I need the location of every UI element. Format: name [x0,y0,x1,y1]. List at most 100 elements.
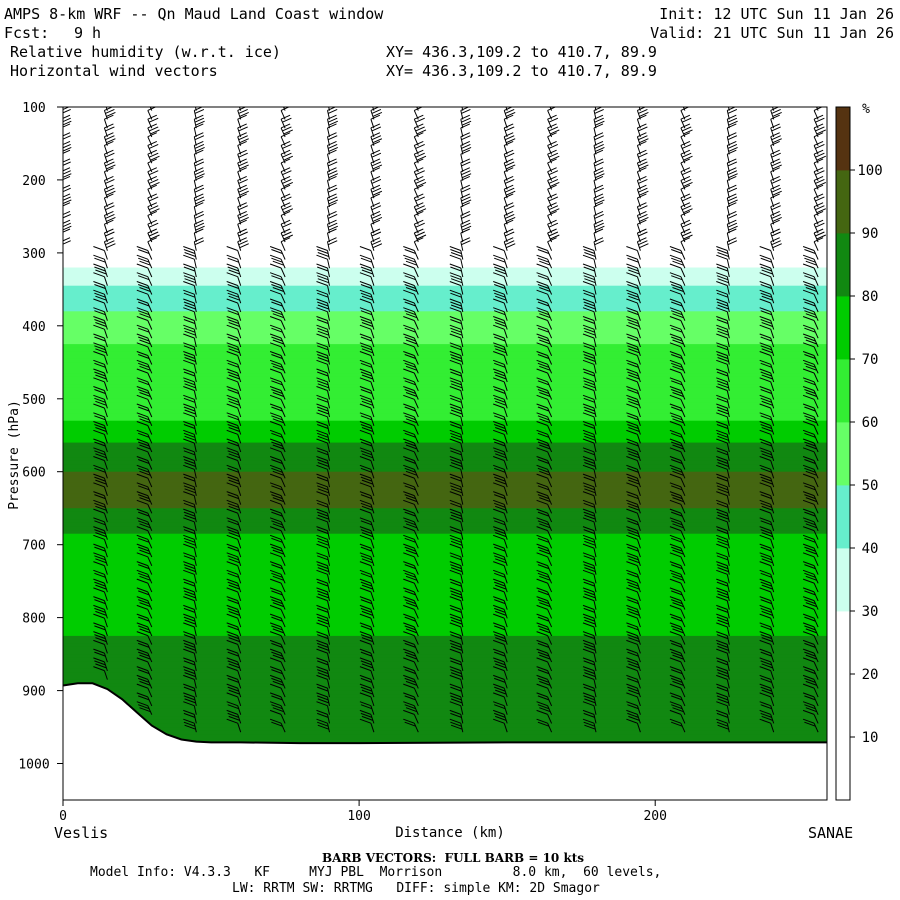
wind-barb [226,421,242,435]
wind-barb [327,210,338,225]
wind-barb [136,622,153,637]
wind-barb [226,648,242,663]
wind-barb [802,298,819,313]
humidity-band [63,267,827,272]
wind-barb [802,718,819,733]
wind-barb [316,298,330,313]
wind-barb [759,543,775,558]
wind-barb [669,351,686,365]
wind-barb [716,421,730,435]
wind-barb [449,246,464,260]
wind-barb [626,578,641,593]
wind-barb [716,517,730,531]
wind-barb [759,648,775,663]
wind-barb [669,578,686,593]
wind-barb [669,438,686,453]
wind-barb [269,394,286,409]
wind-barb [136,333,153,348]
wind-barb [802,648,819,663]
wind-barb [449,281,464,295]
wind-barb [193,237,205,251]
wind-barb [93,666,108,680]
humidity-band [63,387,827,392]
wind-barb [626,359,641,374]
wind-barb [359,622,375,637]
wind-barb [226,333,242,348]
y-axis-label: Pressure (hPa) [7,400,22,510]
wind-barb [63,318,64,321]
wind-barb [536,324,553,339]
wind-barb [582,447,597,461]
wind-barb [269,447,286,462]
wind-barb [802,526,819,540]
wind-barb [403,534,419,549]
wind-barb [359,561,375,575]
wind-barb [93,368,108,383]
wind-barb [63,598,64,601]
humidity-band [63,624,827,630]
wind-barb [449,438,464,453]
wind-barb [582,254,597,269]
humidity-band [63,716,827,721]
wind-barb [493,561,508,575]
wind-barb [582,666,597,680]
humidity-band [63,234,827,239]
wind-barb [716,718,730,733]
wind-barb [449,639,464,654]
wind-barb [449,421,464,435]
wind-barb [626,324,641,339]
wind-barb [269,718,286,733]
wind-barb [669,359,686,374]
wind-barb [626,622,641,637]
humidity-band [63,329,827,334]
humidity-band [63,719,827,724]
wind-barb [493,403,508,418]
wind-barb [183,683,197,698]
wind-barb [147,237,158,251]
wind-barb [759,596,775,610]
wind-barb [226,569,242,584]
wind-barb [582,342,597,356]
wind-barb [536,657,553,672]
wind-barb [669,666,686,680]
wind-barb [359,368,375,383]
wind-barb [183,307,197,321]
wind-barb [626,517,641,531]
wind-barb [63,265,64,269]
wind-barb [226,578,242,593]
wind-barb [802,508,819,523]
wind-barb [536,578,553,593]
wind-barb [226,473,242,488]
wind-barb [493,631,508,645]
wind-barb [359,333,375,348]
wind-barb [582,508,597,523]
wind-barb [183,281,197,295]
wind-barb [269,368,286,383]
wind-barb [136,692,153,707]
wind-barb [449,491,464,505]
wind-barb [403,307,419,321]
wind-barb [359,359,375,374]
humidity-band [63,107,827,112]
wind-barb [183,718,197,733]
wind-barb [359,666,375,680]
wind-barb [669,307,686,321]
wind-barb [226,701,242,715]
wind-barb [316,289,330,304]
wind-barb [226,403,242,418]
wind-barb [716,429,730,444]
wind-barb [449,552,464,566]
wind-barb [359,639,375,654]
wind-barb [493,298,508,313]
humidity-band [63,694,827,699]
wind-barb [669,272,686,286]
wind-barb [136,464,153,479]
humidity-band [63,351,827,356]
wind-barb [63,123,71,137]
wind-barb [226,289,242,304]
humidity-band [63,566,827,571]
wind-barb [536,517,553,532]
humidity-band [63,614,827,619]
wind-barb [136,263,153,278]
wind-barb [669,569,686,584]
